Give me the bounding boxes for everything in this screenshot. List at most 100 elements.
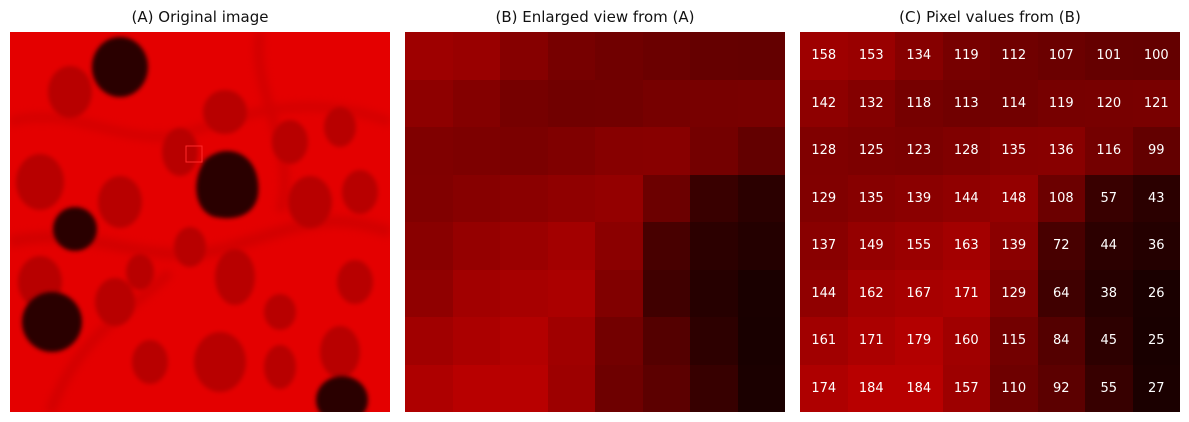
pixel-value-label: 114 <box>1001 95 1027 111</box>
pixel-value-cell: 55 <box>1085 364 1133 412</box>
enlarged-pixel-cell <box>690 32 738 80</box>
pixel-value-cell: 92 <box>1037 364 1085 412</box>
pixel-value-cell: 121 <box>1132 79 1180 127</box>
pixel-value-cell: 118 <box>895 79 943 127</box>
enlarged-pixel-cell <box>642 79 690 127</box>
pixel-value-cell: 155 <box>895 222 943 270</box>
pixel-value-cell: 144 <box>800 269 848 317</box>
enlarged-pixel-cell <box>500 269 548 317</box>
pixel-value-label: 144 <box>953 190 979 206</box>
enlarged-pixel-cell <box>642 364 690 412</box>
roi-box <box>185 145 203 163</box>
enlarged-pixel-cell <box>690 174 738 222</box>
pixel-value-cell: 149 <box>847 222 895 270</box>
enlarged-pixel-cell <box>737 127 785 175</box>
pixel-value-label: 184 <box>858 380 884 396</box>
enlarged-pixel-cell <box>737 269 785 317</box>
enlarged-pixel-cell <box>547 222 595 270</box>
pixel-value-label: 101 <box>1096 48 1122 63</box>
pixel-value-cell: 43 <box>1132 174 1180 222</box>
pixel-value-label: 153 <box>858 48 884 63</box>
pixel-value-label: 136 <box>1048 143 1074 158</box>
pixel-value-label: 26 <box>1147 285 1165 301</box>
pixel-value-label: 129 <box>1001 285 1027 301</box>
pixel-value-label: 25 <box>1147 333 1165 348</box>
pixel-value-label: 142 <box>811 95 837 111</box>
enlarged-pixel-cell <box>452 317 500 365</box>
pixel-value-cell: 38 <box>1085 269 1133 317</box>
pixel-value-label: 129 <box>811 190 837 206</box>
pixel-value-cell: 101 <box>1085 32 1133 80</box>
pixel-value-label: 132 <box>858 95 884 111</box>
pixel-value-label: 155 <box>906 238 932 253</box>
pixel-value-cell: 115 <box>990 317 1038 365</box>
pixel-value-cell: 100 <box>1132 32 1180 80</box>
pixel-value-cell: 136 <box>1037 127 1085 175</box>
original-image-panel <box>10 32 390 412</box>
enlarged-pixel-cell <box>405 317 453 365</box>
pixel-value-label: 137 <box>811 238 837 253</box>
pixel-value-cell: 184 <box>895 364 943 412</box>
enlarged-pixel-cell <box>595 317 643 365</box>
pixel-value-label: 100 <box>1143 48 1169 63</box>
pixel-value-cell: 184 <box>847 364 895 412</box>
pixel-value-cell: 114 <box>990 79 1038 127</box>
pixel-value-label: 55 <box>1100 380 1118 396</box>
pixel-value-label: 118 <box>906 95 932 111</box>
pixel-value-label: 113 <box>953 95 979 111</box>
pixel-value-label: 57 <box>1100 190 1118 206</box>
enlarged-pixel-cell <box>547 32 595 80</box>
pixel-value-cell: 123 <box>895 127 943 175</box>
pixel-value-label: 108 <box>1048 190 1074 206</box>
pixel-value-cell: 135 <box>847 174 895 222</box>
pixel-value-cell: 64 <box>1037 269 1085 317</box>
enlarged-pixel-cell <box>500 79 548 127</box>
pixel-value-label: 158 <box>811 48 837 63</box>
panel-a-title: (A) Original image <box>131 8 269 26</box>
pixel-value-label: 115 <box>1001 333 1027 348</box>
enlarged-pixel-cell <box>405 364 453 412</box>
enlarged-pixel-cell <box>547 317 595 365</box>
pixel-value-cell: 174 <box>800 364 848 412</box>
pixel-values-grid: 158 153 134 119 112 107 101 100 142 132 118 113 114 1… <box>800 32 1180 412</box>
pixel-value-label: 36 <box>1147 238 1165 253</box>
pixel-value-label: 99 <box>1147 143 1165 158</box>
enlarged-pixel-cell <box>547 269 595 317</box>
enlarged-pixel-cell <box>452 222 500 270</box>
enlarged-pixel-cell <box>642 174 690 222</box>
enlarged-pixel-cell <box>405 79 453 127</box>
pixel-value-cell: 135 <box>990 127 1038 175</box>
pixel-value-label: 144 <box>811 285 837 301</box>
pixel-value-label: 84 <box>1052 333 1070 348</box>
pixel-value-cell: 125 <box>847 127 895 175</box>
pixel-value-cell: 157 <box>942 364 990 412</box>
pixel-value-label: 120 <box>1096 95 1122 111</box>
pixel-value-cell: 129 <box>990 269 1038 317</box>
pixel-value-cell: 142 <box>800 79 848 127</box>
enlarged-pixel-cell <box>500 317 548 365</box>
enlarged-grid <box>405 32 785 412</box>
pixel-value-cell: 108 <box>1037 174 1085 222</box>
pixel-value-cell: 113 <box>942 79 990 127</box>
pixel-value-cell: 167 <box>895 269 943 317</box>
pixel-value-cell: 57 <box>1085 174 1133 222</box>
pixel-value-cell: 179 <box>895 317 943 365</box>
enlarged-pixel-cell <box>690 317 738 365</box>
pixel-value-cell: 26 <box>1132 269 1180 317</box>
enlarged-pixel-cell <box>547 364 595 412</box>
enlarged-pixel-cell <box>595 222 643 270</box>
pixel-value-cell: 36 <box>1132 222 1180 270</box>
panel-b-title: (B) Enlarged view from (A) <box>495 8 695 26</box>
pixel-value-label: 179 <box>906 333 932 348</box>
enlarged-pixel-cell <box>405 222 453 270</box>
enlarged-pixel-cell <box>690 222 738 270</box>
pixel-value-label: 149 <box>858 238 884 253</box>
enlarged-pixel-cell <box>642 317 690 365</box>
pixel-value-label: 121 <box>1143 95 1169 111</box>
pixel-value-cell: 144 <box>942 174 990 222</box>
pixel-value-cell: 171 <box>847 317 895 365</box>
pixel-value-label: 116 <box>1096 143 1122 158</box>
pixel-value-cell: 107 <box>1037 32 1085 80</box>
enlarged-pixel-cell <box>737 174 785 222</box>
pixel-value-label: 112 <box>1001 48 1027 63</box>
